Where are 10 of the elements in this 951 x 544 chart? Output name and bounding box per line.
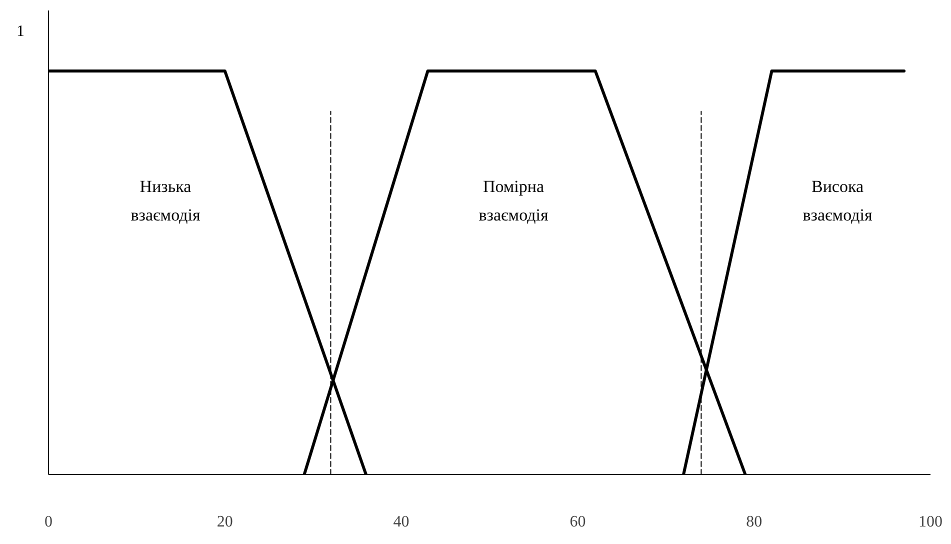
- x-tick-label: 60: [570, 514, 586, 530]
- annotation: Низька взаємодія: [130, 176, 200, 224]
- x-tick-label: 80: [746, 514, 762, 530]
- x-tick-label: 0: [44, 514, 52, 530]
- annotation: Висока взаємодія: [802, 176, 872, 224]
- x-tick-label: 20: [216, 514, 233, 530]
- annotation: Помірна взаємодія: [478, 176, 548, 224]
- text: 1: [16, 23, 24, 40]
- x-tick-label: 40: [393, 514, 410, 530]
- x-tick-label: 100: [918, 514, 942, 530]
